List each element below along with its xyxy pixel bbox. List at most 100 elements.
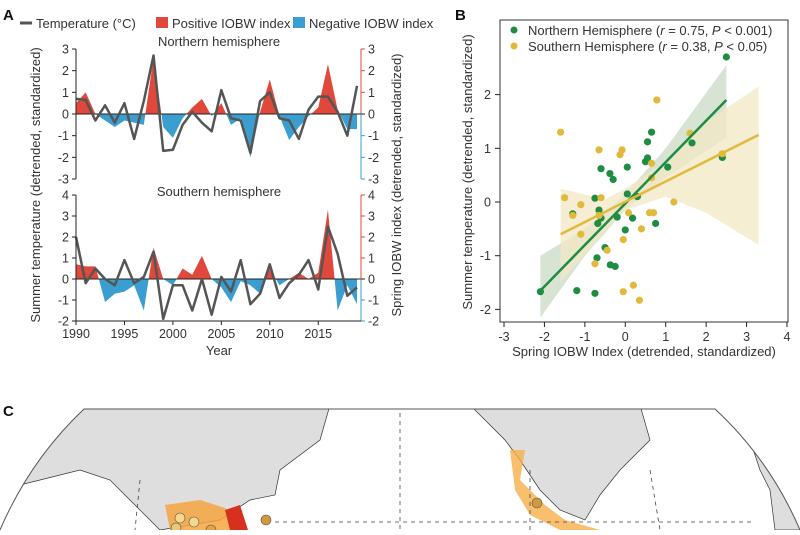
data-point-south [635,296,644,304]
plot-b: -3 -2 -1 0 1 2 3 4 -2 -1 0 1 2 [480,53,791,344]
heat-americas [510,450,600,530]
data-point-north [641,158,650,166]
data-point-south [577,230,585,238]
data-point-north [623,190,631,198]
data-point-north [664,163,672,171]
station-marker [170,522,182,530]
panel-label-b: B [455,7,466,24]
data-point-north [611,262,619,271]
iobw-positive-area [76,57,357,114]
data-point-south [603,246,611,254]
station-marker [260,514,272,526]
x-axis-label-b: Spring IOBW Index (detrended, standardiz… [512,344,776,359]
y-tick-label-right: 3 [368,43,375,57]
y-tick-label-right: 1 [368,252,375,266]
plot-a: -3 -3 -2 -2 -1 -1 0 0 1 1 2 2 3 3 -2 -2 -1 -1 0 0 1 1 2 2 3 3 4 4 19… [58,43,379,342]
data-point-south [557,128,565,136]
data-point-north [595,206,603,214]
y-tick-label-left: 1 [62,86,69,100]
data-point-north [573,287,581,295]
data-point-south [619,235,627,244]
x-tick-label: 2 [703,330,710,344]
graticule [134,409,755,530]
y-tick-label-left: 2 [62,231,69,245]
data-point-south [624,209,633,217]
y-tick-label-left: 2 [62,64,69,78]
x-tick-label: 1995 [111,327,139,341]
data-point-south [595,146,603,154]
x-tick-label: -3 [498,330,509,344]
data-point-north [628,214,637,222]
panel-label-c: C [3,403,14,420]
plot-frame-b [499,19,789,323]
data-point-south [649,209,658,217]
y-tick-label-right: 2 [368,64,375,78]
y-tick-label-left: 0 [62,108,69,122]
data-point-south [561,194,569,202]
y-tick-label-right: 0 [368,273,375,287]
legend-negative: Negative IOBW index [309,16,434,31]
y-tick-label-left: 4 [62,189,69,203]
iobw-negative-area [76,279,357,311]
x-tick-label: 2005 [207,327,235,341]
y-tick-label-right: 1 [368,86,375,100]
y-tick-label-left: 3 [62,210,69,224]
data-point-south [591,260,599,268]
data-point-south [647,159,656,167]
y-tick-label-right: -1 [368,129,379,143]
x-tick-label: 1990 [62,327,90,341]
y-tick-label-left: 3 [62,43,69,57]
data-point-south [597,194,605,202]
legend-north-marker [510,26,518,34]
legend-south: Southern Hemisphere (r = 0.38, P < 0.05) [528,39,767,54]
data-point-north [623,163,631,171]
legend-negative-swatch [293,17,305,28]
panel-label-a: A [3,7,14,24]
temperature-line [75,54,359,155]
data-point-north [609,175,617,184]
legend-south-marker [510,42,518,50]
x-tick-label: 2000 [159,327,187,341]
x-tick-label: 4 [784,330,791,344]
y-tick-label-right: -3 [368,173,379,187]
data-point-south [569,211,577,220]
y-tick-label-right: -2 [368,315,379,329]
station-marker [174,512,186,524]
y-axis-label-right: Spring IOBW index (detrended, standardiz… [389,53,404,316]
y-tick-label-left: 1 [62,252,69,266]
data-point-south [619,288,627,296]
data-point-north [722,53,730,61]
legend-positive-swatch [156,17,168,28]
legend-temperature: Temperature (°C) [36,16,136,31]
x-tick-label: -2 [539,330,550,344]
y-tick-label-left: 0 [62,273,69,287]
x-tick-label: -1 [579,330,590,344]
data-point-south [577,201,585,209]
x-tick-label: 1 [662,330,669,344]
data-point-south [670,198,678,206]
subplot-title-south: Southern hemisphere [157,184,281,199]
data-point-north [597,165,605,173]
y-tick-label-left: -1 [58,294,69,308]
y-tick-label: -1 [480,249,491,263]
legend-positive: Positive IOBW index [172,16,291,31]
y-axis-label-b: Summer temperature (detrended, standardi… [460,34,475,309]
x-tick-label: 0 [622,330,629,344]
y-tick-label: 2 [484,88,491,102]
data-point-north [591,194,599,202]
subplot-title-north: Northern hemisphere [158,34,280,49]
temperature-line [74,225,358,321]
x-tick-label: 2010 [256,327,284,341]
data-point-north [621,226,629,234]
x-axis-label: Year [206,343,233,358]
station-markers [170,497,543,530]
station-marker [205,524,217,530]
data-point-south [653,96,661,104]
y-tick-label-right: -1 [368,294,379,308]
data-point-south [629,281,637,289]
y-tick-label-left: -3 [58,173,69,187]
y-tick-label-right: 4 [368,189,375,203]
data-point-north [594,219,602,228]
y-tick-label-left: -1 [58,129,69,143]
y-tick-label-right: 2 [368,231,375,245]
